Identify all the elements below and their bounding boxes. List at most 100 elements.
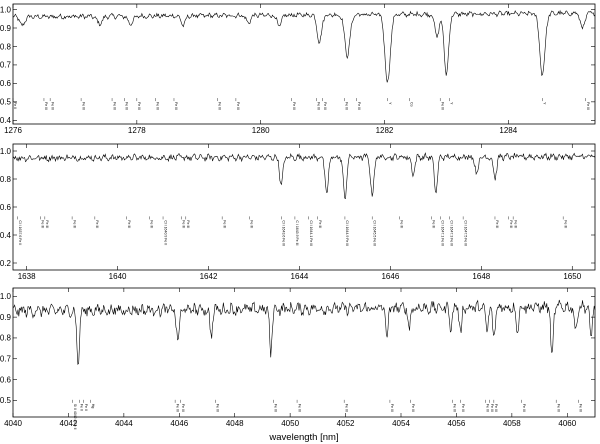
y-tick-label: 1.0 — [0, 147, 12, 156]
y-tick-label: 0.9 — [0, 24, 12, 33]
line-id-label: Cl I 1644.1 Fe III — [309, 220, 313, 246]
line-id-label: Fe II — [84, 404, 88, 411]
line-id-label: Cl I 1647.1 Fe III — [441, 220, 445, 246]
y-tick-label: 0.8 — [0, 175, 12, 184]
y-tick-label: 0.5 — [0, 98, 12, 107]
line-id-label: Si II 4042.0 Fe II — [73, 404, 77, 430]
line-id-label: Fe III — [495, 220, 499, 228]
panel-1-ticks: 1276 1278 1280 1282 1284 0.4 0.5 0.6 0.7 0.8 0.9 1.… — [0, 4, 595, 135]
line-id-label: Cl I 1643.6 Fe III — [281, 220, 285, 246]
line-id-label: Fe III — [236, 102, 240, 110]
y-tick-label: 0.6 — [0, 79, 12, 88]
panel-2-ticks: 1638 1640 1642 1644 1646 1648 1650 0.2 0.4 0.6 0.8… — [0, 144, 595, 281]
line-id-label: Y — [450, 102, 454, 105]
y-tick-label: 0.8 — [0, 42, 12, 51]
y-tick-label: 0.4 — [0, 231, 12, 240]
x-tick-label: 1644 — [291, 272, 309, 281]
line-id-label: C I 1643.9 Fe III — [295, 220, 299, 245]
line-id-label: Cl I 1637.6 Fe II — [18, 220, 22, 245]
panel-1-line-ids: Fe II Fe III Fe III Fe III Fe III Fe III Fe II… — [12, 98, 590, 110]
y-tick-label: 0.2 — [0, 259, 12, 268]
line-id-label: Fe III — [81, 102, 85, 110]
line-id-label: Fe III — [156, 102, 160, 110]
y-tick-label: 0.8 — [0, 334, 12, 343]
x-tick-label: 4044 — [115, 419, 133, 428]
x-tick-label: 4060 — [558, 419, 576, 428]
line-id-label: Cl I 1640.9 Fe II — [163, 220, 167, 245]
line-id-label: Fe III — [125, 102, 129, 110]
line-id-label: Hg — [91, 404, 95, 409]
x-tick-label: 1276 — [4, 126, 22, 135]
line-id-label: Fe III — [181, 404, 185, 412]
x-tick-label: 4048 — [226, 419, 244, 428]
x-tick-label: 4058 — [503, 419, 521, 428]
x-tick-label: 4050 — [281, 419, 299, 428]
line-id-label: Fe III — [112, 102, 116, 110]
line-id-label: Fe III — [218, 102, 222, 110]
panel-2-frame — [12, 143, 596, 271]
y-tick-label: 1.0 — [0, 292, 12, 301]
line-id-label: Cl I 1644.9 Fe III — [345, 220, 349, 246]
panel-1: 1276 1278 1280 1282 1284 0.4 0.5 0.6 0.7 0.8 0.9 1.… — [0, 3, 596, 135]
line-id-label: Fe III — [44, 102, 48, 110]
line-id-label: Fe III — [127, 220, 131, 228]
x-tick-label: 4042 — [60, 419, 78, 428]
line-id-label: Fe II — [13, 102, 17, 109]
line-id-label: Fe III — [357, 102, 361, 110]
line-id-label: Cl I 1645.5 Fe III — [372, 220, 376, 246]
line-id-label: Fe III — [556, 404, 560, 412]
y-tick-label: 0.6 — [0, 203, 12, 212]
line-id-label: Fe III — [175, 404, 179, 412]
x-tick-label: 1284 — [499, 126, 517, 135]
line-id-label: Fe III — [522, 404, 526, 412]
x-tick-label: 1646 — [381, 272, 399, 281]
line-id-label: Fe III — [150, 220, 154, 228]
line-id-label: Fe III — [390, 404, 394, 412]
x-tick-label: 4056 — [448, 419, 466, 428]
line-id-label: Co — [409, 102, 413, 107]
panel-1-spectrum-line — [12, 9, 596, 83]
line-id-label: Fe III — [461, 404, 465, 412]
line-id-label: Cl I 1647.3 Fe III — [450, 220, 454, 246]
y-tick-label: 0.6 — [0, 375, 12, 384]
line-id-label: Fe III — [318, 220, 322, 228]
line-id-label: Fe III — [50, 102, 54, 110]
x-tick-label: 1642 — [200, 272, 218, 281]
panel-3: 4040 4042 4044 4046 4048 4050 4052 4054 4056 4058… — [0, 287, 596, 430]
y-tick-label: 0.7 — [0, 355, 12, 364]
y-tick-label: 0.5 — [0, 396, 12, 405]
line-id-label: Y — [543, 102, 547, 105]
line-id-label: Fe III — [411, 404, 415, 412]
line-id-label: Fe III — [216, 404, 220, 412]
line-id-label: Fe III — [494, 404, 498, 412]
line-id-label: Fe III — [40, 220, 44, 228]
line-id-label: Fe III — [95, 220, 99, 228]
line-id-label: Fe III — [432, 220, 436, 228]
x-tick-label: 1648 — [472, 272, 490, 281]
line-id-label: Fe III — [344, 102, 348, 110]
line-id-label: Fe III — [181, 220, 185, 228]
y-tick-label: 0.7 — [0, 61, 12, 70]
line-id-label: Fe III — [137, 102, 141, 110]
panel-3-line-ids: Si II 4042.0 Fe II Fe II Fe II Hg Fe III Fe I… — [72, 399, 583, 430]
line-id-label: Fe III — [344, 404, 348, 412]
line-id-label: Fe III — [509, 220, 513, 228]
y-tick-label: 0.4 — [0, 116, 12, 125]
x-tick-label: 4054 — [392, 419, 410, 428]
line-id-label: Fe III — [292, 102, 296, 110]
x-tick-label: 1278 — [128, 126, 146, 135]
panel-3-ticks: 4040 4042 4044 4046 4048 4050 4052 4054 4056 4058… — [0, 288, 595, 428]
x-tick-label: 1638 — [18, 272, 36, 281]
line-id-label: Fe III — [452, 404, 456, 412]
x-tick-label: 1280 — [252, 126, 270, 135]
line-id-label: Fe III — [45, 220, 49, 228]
x-tick-label: 1282 — [376, 126, 394, 135]
line-id-label: Y — [388, 102, 392, 105]
panel-3-frame — [12, 287, 596, 418]
line-id-label: Fe III — [563, 220, 567, 228]
x-tick-label: 1650 — [563, 272, 581, 281]
line-id-label: Fe II — [80, 404, 84, 411]
line-id-label: Fe III — [72, 220, 76, 228]
line-id-label: Fe III — [513, 220, 517, 228]
